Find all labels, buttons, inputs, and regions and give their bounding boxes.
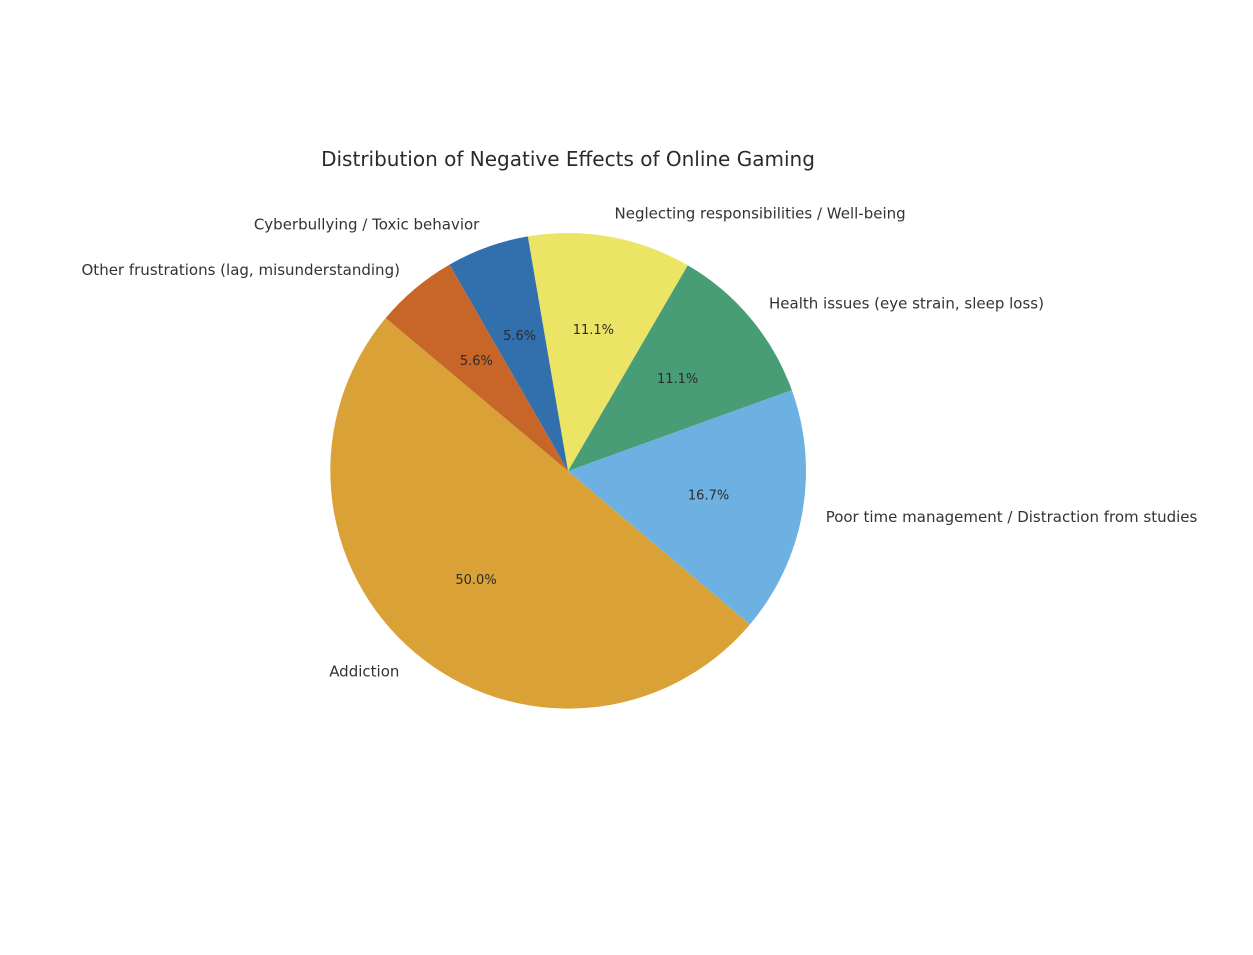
pct-label-cyberbullying-toxic-behavior: 5.6% (503, 329, 536, 344)
pct-label-other-frustrations-lag-misunderstanding: 5.6% (460, 354, 493, 369)
pie-slice-health-issues-eye-strain-sleep-loss (568, 265, 792, 471)
pct-label-addiction: 50.0% (455, 573, 496, 588)
slice-label-poor-time-management-distraction-from-studies: Poor time management / Distraction from … (826, 508, 1198, 526)
pie-slice-addiction (330, 318, 750, 709)
pct-label-poor-time-management-distraction-from-studies: 16.7% (688, 489, 729, 504)
slice-label-neglecting-responsibilities-well-being: Neglecting responsibilities / Well-being (615, 204, 906, 222)
pie-slices (330, 233, 807, 709)
slice-label-cyberbullying-toxic-behavior: Cyberbullying / Toxic behavior (254, 216, 480, 234)
chart-title: Distribution of Negative Effects of Onli… (321, 147, 815, 171)
pie-slice-poor-time-management-distraction-from-studies (568, 390, 807, 625)
pie-slice-other-frustrations-lag-misunderstanding (385, 264, 568, 471)
slice-label-addiction: Addiction (329, 662, 399, 680)
pie-slice-neglecting-responsibilities-well-being (527, 233, 688, 471)
pct-label-health-issues-eye-strain-sleep-loss: 11.1% (657, 372, 698, 387)
slice-label-health-issues-eye-strain-sleep-loss: Health issues (eye strain, sleep loss) (769, 294, 1044, 312)
percent-labels: 50.0% 16.7% 11.1% 11.1% 5.6% 5.6% (455, 323, 729, 588)
slice-labels: Addiction Poor time management / Distract… (82, 204, 1198, 680)
pie-slice-cyberbullying-toxic-behavior (449, 236, 568, 471)
pct-label-neglecting-responsibilities-well-being: 11.1% (573, 323, 614, 338)
slice-label-other-frustrations-lag-misunderstanding: Other frustrations (lag, misunderstandin… (82, 261, 400, 279)
